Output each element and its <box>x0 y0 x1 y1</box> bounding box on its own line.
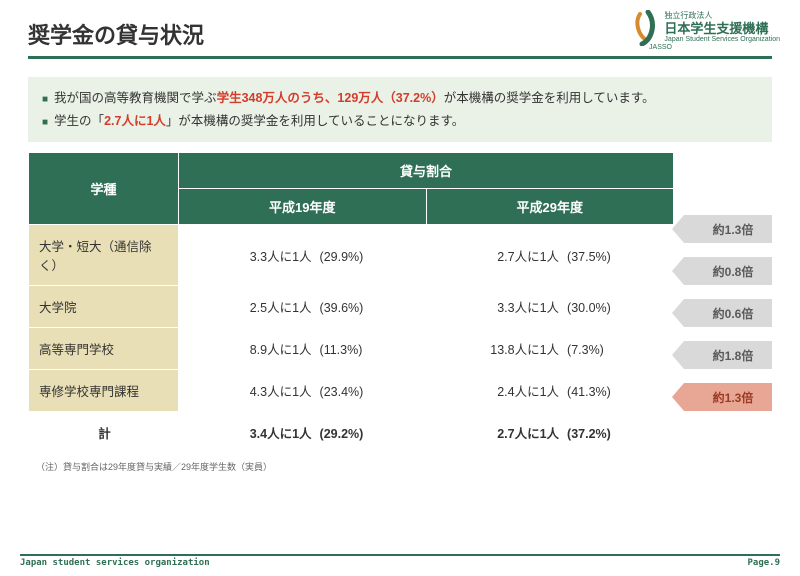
th-h19: 平成19年度 <box>179 189 427 225</box>
bullet-2: ■ 学生の「2.7人に1人」が本機構の奨学金を利用していることになります。 <box>42 110 758 133</box>
change-arrow: 約0.6倍 <box>684 299 772 327</box>
change-arrow: 約1.3倍 <box>684 383 772 411</box>
org-line1: 独立行政法人 <box>664 11 780 21</box>
title-underline <box>28 56 772 59</box>
table-row: 大学院2.5人に1人(39.6%)3.3人に1人(30.0%) <box>29 286 674 328</box>
table-body: 大学・短大（通信除く）3.3人に1人(29.9%)2.7人に1人(37.5%)大… <box>29 225 674 454</box>
table-row: 高等専門学校8.9人に1人(11.3%)13.8人に1人(7.3%) <box>29 328 674 370</box>
table-row: 計3.4人に1人(29.2%)2.7人に1人(37.2%) <box>29 412 674 454</box>
table-note: （注）貸与割合は29年度貸与実績／29年度学生数（実員） <box>36 460 772 473</box>
cell-h29: 3.3人に1人(30.0%) <box>426 286 674 328</box>
cell-type: 高等専門学校 <box>29 328 179 370</box>
cell-h19: 3.4人に1人(29.2%) <box>179 412 427 454</box>
th-group: 貸与割合 <box>179 153 674 189</box>
change-arrow: 約0.8倍 <box>684 257 772 285</box>
cell-h19: 4.3人に1人(23.4%) <box>179 370 427 412</box>
cell-h19: 8.9人に1人(11.3%) <box>179 328 427 370</box>
cell-type: 大学・短大（通信除く） <box>29 225 179 286</box>
cell-h29: 2.7人に1人(37.5%) <box>426 225 674 286</box>
cell-type: 専修学校専門課程 <box>29 370 179 412</box>
cell-h29: 2.7人に1人(37.2%) <box>426 412 674 454</box>
th-type: 学種 <box>29 153 179 225</box>
table-area: 学種 貸与割合 平成19年度 平成29年度 大学・短大（通信除く）3.3人に1人… <box>28 152 772 454</box>
change-arrows: 約1.3倍約0.8倍約0.6倍約1.8倍約1.3倍 <box>684 152 772 425</box>
jasso-logo-icon <box>632 10 658 46</box>
bullet-1: ■ 我が国の高等教育機関で学ぶ学生348万人のうち、129万人（37.2%）が本… <box>42 87 758 110</box>
footer-line <box>20 554 780 556</box>
org-jasso: JASSO <box>649 44 672 51</box>
cell-h19: 2.5人に1人(39.6%) <box>179 286 427 328</box>
header: 奨学金の貸与状況 独立行政法人 日本学生支援機構 Japan Student S… <box>0 0 800 65</box>
cell-h29: 13.8人に1人(7.3%) <box>426 328 674 370</box>
th-h29: 平成29年度 <box>426 189 674 225</box>
org-logo: 独立行政法人 日本学生支援機構 Japan Student Services O… <box>632 10 780 46</box>
cell-h19: 3.3人に1人(29.9%) <box>179 225 427 286</box>
bullet-marker-icon: ■ <box>42 87 48 110</box>
summary-box: ■ 我が国の高等教育機関で学ぶ学生348万人のうち、129万人（37.2%）が本… <box>28 77 772 142</box>
table-row: 専修学校専門課程4.3人に1人(23.4%)2.4人に1人(41.3%) <box>29 370 674 412</box>
change-arrow: 約1.8倍 <box>684 341 772 369</box>
loan-ratio-table: 学種 貸与割合 平成19年度 平成29年度 大学・短大（通信除く）3.3人に1人… <box>28 152 674 454</box>
cell-type: 大学院 <box>29 286 179 328</box>
org-line3: Japan Student Services Organization <box>664 36 780 44</box>
org-line2: 日本学生支援機構 <box>664 21 780 37</box>
cell-h29: 2.4人に1人(41.3%) <box>426 370 674 412</box>
footer: Japan student services organization Page… <box>0 554 800 568</box>
footer-page: Page.9 <box>747 558 780 568</box>
change-arrow: 約1.3倍 <box>684 215 772 243</box>
footer-org: Japan student services organization <box>20 558 210 568</box>
table-row: 大学・短大（通信除く）3.3人に1人(29.9%)2.7人に1人(37.5%) <box>29 225 674 286</box>
cell-type: 計 <box>29 412 179 454</box>
bullet-marker-icon: ■ <box>42 110 48 133</box>
